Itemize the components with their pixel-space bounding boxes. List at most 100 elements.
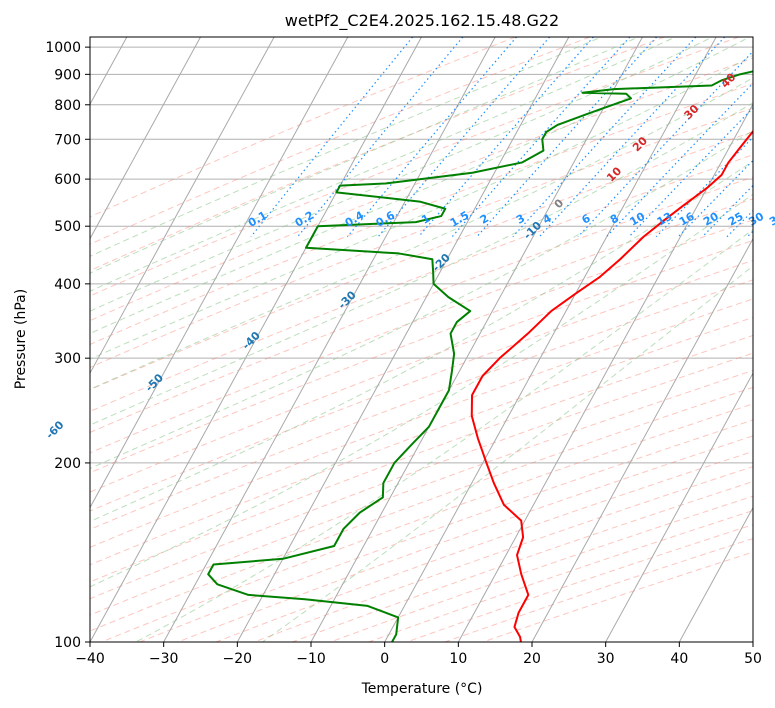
moist-adiabat-line — [90, 102, 753, 426]
mixing-ratio-line — [418, 37, 594, 238]
moist-adiabat-line — [135, 228, 753, 642]
mixing-ratio-line — [746, 230, 753, 238]
mixing-ratio-label: 6 — [580, 211, 593, 226]
dry-adiabat-line — [90, 298, 753, 548]
isotherm-line — [163, 37, 496, 642]
dry-adiabat-line — [90, 82, 753, 345]
dry-adiabat-line — [90, 57, 753, 322]
y-tick-label: 200 — [54, 456, 81, 472]
dry-adiabat-line — [90, 37, 665, 272]
background-line-labels: 0.10.20.40.611.52346810131620253036-100-… — [43, 70, 775, 441]
x-tick-label: 50 — [744, 651, 762, 667]
x-tick-label: −10 — [296, 651, 326, 667]
y-tick-label: 600 — [54, 172, 81, 188]
mixing-ratio-line — [377, 37, 551, 238]
dry-adiabat-line — [90, 334, 753, 583]
isotherm-line — [90, 37, 422, 642]
moist-adiabat-line — [90, 160, 753, 523]
mixing-ratio-line — [628, 107, 753, 238]
mixing-ratio-line — [451, 37, 631, 238]
dry-adiabat-line — [90, 219, 753, 474]
dry-adiabat-line — [90, 37, 591, 245]
dry-adiabat-line — [90, 316, 753, 566]
theta-label: 10 — [604, 164, 624, 184]
mixing-ratio-line — [726, 209, 753, 238]
axes: −40 −30 −20 −10 0 10 20 30 40 50 100 200 300 400 500 60… — [45, 40, 762, 667]
dry-adiabat-line — [90, 369, 753, 616]
dry-adiabat-line — [406, 524, 753, 642]
mixing-ratio-line — [297, 37, 464, 238]
moist-adiabat-line — [90, 54, 753, 360]
x-tick-label: 10 — [449, 651, 467, 667]
x-tick-label: −40 — [75, 651, 105, 667]
moist-adiabat-line — [90, 37, 751, 335]
dewpoint-profile-line — [207, 70, 753, 642]
mixing-ratio-line — [346, 37, 517, 238]
mixing-ratio-line — [677, 159, 753, 238]
x-tick-label: 0 — [380, 651, 389, 667]
isotherm-line — [605, 372, 753, 642]
dry-adiabat-line — [215, 450, 753, 642]
y-tick-label: 500 — [54, 219, 81, 235]
y-tick-label: 900 — [54, 67, 81, 83]
mixing-ratio-line — [606, 82, 753, 238]
theta-label: 40 — [718, 70, 738, 90]
x-tick-label: −20 — [223, 651, 253, 667]
dry-adiabat-line — [90, 131, 753, 391]
isotherm-line — [531, 237, 753, 642]
mixing-ratio-label: 36 — [767, 210, 775, 229]
mixing-ratio-line — [655, 136, 753, 238]
dry-adiabat-line — [177, 435, 753, 642]
isotherm-line — [752, 640, 753, 642]
y-tick-label: 700 — [54, 132, 81, 148]
mixing-ratio-line — [577, 50, 753, 238]
dry-adiabat-line — [90, 239, 753, 493]
x-tick-label: 40 — [670, 651, 688, 667]
isotherm-line — [457, 103, 753, 642]
chart-title: wetPf2_C2E4.2025.162.15.48.G22 — [285, 11, 559, 31]
dry-adiabat-line — [90, 352, 753, 600]
moist-adiabat-line — [90, 37, 603, 257]
y-tick-label: 400 — [54, 277, 81, 293]
moist-adiabat-line — [90, 77, 753, 390]
y-axis-label: Pressure (hPa) — [13, 289, 29, 389]
x-tick-label: 20 — [523, 651, 541, 667]
isotherm-line — [384, 37, 717, 642]
y-tick-label: 100 — [54, 635, 81, 651]
isotherm-line — [310, 37, 643, 642]
mixing-ratio-line — [250, 37, 414, 238]
dry-adiabat-line — [90, 279, 753, 530]
dry-adiabat-line — [101, 403, 753, 642]
dry-adiabat-line — [292, 481, 753, 642]
y-tick-label: 1000 — [45, 40, 81, 56]
isotherm-line — [678, 506, 753, 642]
moist-adiabat-line — [90, 129, 753, 470]
x-axis-label: Temperature (°C) — [361, 681, 483, 697]
moist-adiabat-line — [90, 37, 714, 312]
dry-adiabat-line — [90, 198, 753, 454]
dry-adiabat-line — [139, 419, 753, 642]
theta-label: 20 — [630, 134, 650, 154]
isotherm-line — [90, 37, 349, 509]
dry-adiabat-line — [90, 107, 753, 368]
x-tick-label: −30 — [149, 651, 179, 667]
isotherm-line — [90, 37, 275, 375]
mixing-ratio-line — [476, 37, 658, 238]
dry-adiabat-line — [90, 386, 753, 632]
isotherm-line — [236, 37, 570, 642]
dry-adiabat-line — [90, 154, 753, 412]
isotherm-label: -60 — [43, 418, 66, 441]
dry-adiabat-line — [90, 259, 753, 512]
moist-adiabat-line — [90, 193, 753, 588]
isotherm-line — [90, 37, 201, 240]
plot-area — [90, 37, 775, 642]
temperature-profile-line — [470, 129, 753, 642]
dry-adiabat-line — [90, 176, 753, 433]
x-tick-label: 30 — [597, 651, 615, 667]
y-tick-label: 300 — [54, 351, 81, 367]
y-tick-label: 800 — [54, 98, 81, 114]
mixing-ratio-line — [768, 37, 775, 237]
plot-frame — [89, 36, 754, 643]
moist-adiabat-line — [90, 37, 677, 292]
